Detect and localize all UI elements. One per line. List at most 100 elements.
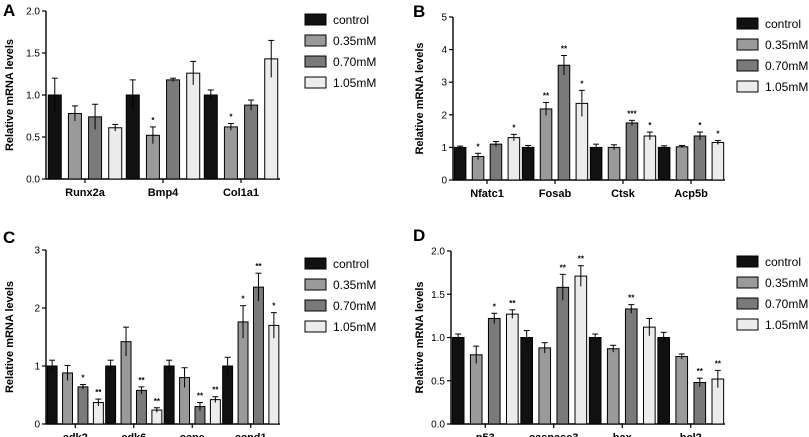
legend-swatch xyxy=(736,80,759,93)
significance-mark: ** xyxy=(509,299,516,308)
bar-fosab-s1 xyxy=(539,108,553,181)
y-tick-label: 1 xyxy=(441,143,447,154)
bar-cdk6-s2 xyxy=(135,389,147,425)
legend-label: 0.35mM xyxy=(765,276,808,290)
significance-mark: ** xyxy=(543,91,550,100)
bar-nfatc1-s3 xyxy=(507,137,521,181)
y-tick-label: 2.0 xyxy=(431,247,445,258)
bar-ctsk-s3 xyxy=(643,135,657,181)
bar-acp5b-s0 xyxy=(657,146,671,181)
panel-label: A xyxy=(3,1,15,20)
significance-mark: * xyxy=(716,130,720,139)
x-tick-label: Acp5b xyxy=(674,188,708,200)
bar-caspase3-s1 xyxy=(538,347,552,425)
bar-acp5b-s2 xyxy=(693,135,707,181)
y-tick-label: 2 xyxy=(441,110,447,121)
x-tick-label: cdk2 xyxy=(63,432,88,437)
bar-bax-s0 xyxy=(588,337,602,425)
x-tick-label: Col1a1 xyxy=(223,187,259,199)
panel-label: D xyxy=(413,226,425,245)
y-tick-label: 1.5 xyxy=(26,49,40,60)
bar-p53-s1 xyxy=(469,354,483,425)
legend-label: 0.70mM xyxy=(333,299,376,313)
y-tick-label: 1.0 xyxy=(26,91,40,102)
bar-cdk2-s0 xyxy=(46,365,58,425)
legend-swatch xyxy=(304,34,327,47)
bar-nfatc1-s1 xyxy=(471,156,485,181)
legend: control 0.35mM 0.70mM 1.05mM xyxy=(736,255,808,332)
significance-mark: ** xyxy=(138,376,145,385)
significance-mark: * xyxy=(81,374,85,383)
legend-label: 1.05mM xyxy=(765,318,808,332)
y-tick-label: 3 xyxy=(441,78,447,89)
bar-col1a1-s1 xyxy=(223,126,238,180)
bar-ctsk-s2 xyxy=(625,122,639,181)
bar-caspase3-s2 xyxy=(556,286,570,425)
bar-col1a1-s0 xyxy=(203,94,218,180)
significance-mark: ** xyxy=(154,397,161,406)
significance-mark: ** xyxy=(715,359,722,368)
significance-mark: * xyxy=(476,142,480,151)
significance-mark: * xyxy=(272,302,276,311)
bar-p53-s0 xyxy=(451,337,465,425)
y-tick-label: 3 xyxy=(34,246,40,257)
x-tick-label: cdk6 xyxy=(121,432,146,437)
bar-bcl2-s2 xyxy=(693,381,707,425)
x-tick-label: Bmp4 xyxy=(148,187,179,199)
bar-nfatc1-s2 xyxy=(489,143,503,181)
significance-mark: * xyxy=(151,116,155,125)
x-tick-label: bcl2 xyxy=(680,432,702,437)
bar-cdk2-s2 xyxy=(77,386,89,425)
significance-mark: ** xyxy=(95,388,102,397)
y-axis-label: Relative mRNA levels xyxy=(4,281,16,393)
legend-label: 1.05mM xyxy=(333,76,376,90)
y-tick-label: 0 xyxy=(441,176,447,187)
bar-bmp4-s3 xyxy=(186,72,201,180)
legend-swatch xyxy=(304,257,327,270)
x-tick-label: ccnd1 xyxy=(235,432,267,437)
bar-ccne-s3 xyxy=(209,399,221,425)
y-tick-label: 0 xyxy=(34,420,40,431)
bar-col1a1-s2 xyxy=(244,104,259,180)
bar-fosab-s0 xyxy=(521,146,535,181)
y-tick-label: 0.0 xyxy=(431,420,445,431)
bar-ctsk-s1 xyxy=(607,146,621,181)
x-tick-label: Nfatc1 xyxy=(470,188,504,200)
x-tick-label: p53 xyxy=(476,432,495,437)
significance-mark: *** xyxy=(627,109,637,118)
legend-swatch xyxy=(736,318,759,331)
y-tick-label: 4 xyxy=(441,45,447,56)
legend-label: control xyxy=(333,13,369,27)
bar-fosab-s2 xyxy=(557,64,571,181)
x-tick-label: Fosab xyxy=(539,188,572,200)
bar-runx2a-s1 xyxy=(67,112,82,180)
legend-label: control xyxy=(333,257,369,271)
bar-bax-s2 xyxy=(624,308,638,425)
legend-label: 0.70mM xyxy=(765,297,808,311)
bar-bcl2-s0 xyxy=(657,337,670,425)
significance-mark: ** xyxy=(697,367,704,376)
bar-acp5b-s3 xyxy=(711,142,725,181)
legend-swatch xyxy=(304,320,327,333)
y-tick-label: 5 xyxy=(441,13,447,24)
significance-mark: ** xyxy=(560,263,567,272)
bar-acp5b-s1 xyxy=(675,146,689,181)
x-tick-label: ccne xyxy=(180,432,205,437)
legend-swatch xyxy=(736,17,759,30)
bar-ccnd1-s3 xyxy=(268,324,280,425)
significance-mark: ** xyxy=(578,255,585,264)
x-tick-label: Ctsk xyxy=(611,188,636,200)
panel-label: C xyxy=(3,228,15,247)
bar-caspase3-s3 xyxy=(574,275,588,425)
legend-label: 1.05mM xyxy=(333,320,376,334)
significance-mark: ** xyxy=(628,294,635,303)
bar-runx2a-s3 xyxy=(108,127,123,180)
legend-swatch xyxy=(304,55,327,68)
bar-bax-s1 xyxy=(606,348,620,425)
y-axis-label: Relative mRNA levels xyxy=(4,39,16,151)
chart-panel-a: A Relative mRNA levels 0.0 0.5 1.0 1.5 2.0 Runx… xyxy=(3,1,376,199)
legend-swatch xyxy=(736,38,759,51)
legend-swatch xyxy=(304,13,327,26)
